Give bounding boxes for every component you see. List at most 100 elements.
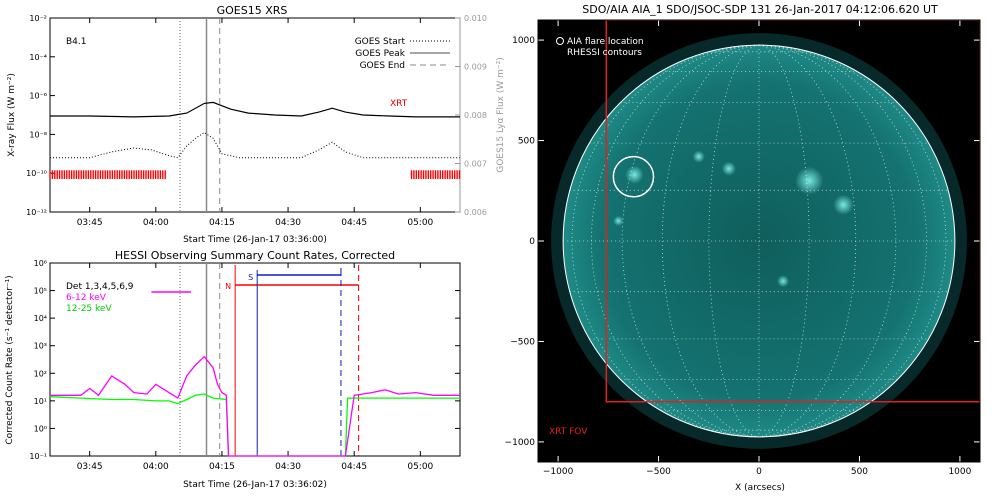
goes-y2-tick-label: 0.009	[464, 63, 487, 72]
hessi-night-label: N	[225, 282, 231, 291]
aia-image	[538, 20, 980, 462]
aia-solar-disk	[563, 45, 955, 437]
aia-y-tick-label: −1000	[505, 438, 536, 448]
aia-y-tick-label: 0	[529, 237, 535, 247]
goes-x-tick-label: 03:45	[77, 218, 103, 228]
aia-xlabel: X (arcsecs)	[735, 483, 785, 493]
hessi-x-tick-label: 04:30	[275, 462, 301, 472]
goes-y-tick-label: 10⁻¹⁰	[26, 169, 47, 178]
hessi-y-tick-label: 10¹	[34, 397, 47, 406]
goes-legend: GOES Start GOES Peak GOES End	[355, 37, 450, 71]
goes-xlabel: Start Time (26-Jan-17 03:36:00)	[183, 235, 327, 245]
aia-panel: SDO/AIA AIA_1 SDO/JSOC-SDP 131 26-Jan-20…	[505, 3, 981, 493]
hessi-y-tick-label: 10⁴	[34, 314, 47, 323]
aia-y-tick-label: 500	[518, 137, 535, 147]
aia-title: SDO/AIA AIA_1 SDO/JSOC-SDP 131 26-Jan-20…	[582, 3, 938, 16]
aia-active-region	[777, 275, 790, 288]
aia-x-tick-label: 0	[756, 467, 762, 477]
hessi-series-line	[49, 393, 460, 457]
hessi-xlabel: Start Time (26-Jan-17 03:36:02)	[183, 480, 327, 490]
hessi-ylabel: Corrected Count Rate (s⁻¹ detector⁻¹)	[5, 275, 15, 444]
goes-class-label: B4.1	[66, 37, 87, 47]
aia-grid-meridian	[758, 44, 927, 438]
hessi-y-tick-label: 10²	[34, 369, 47, 378]
goes-y2-tick-label: 0.007	[464, 160, 487, 169]
hessi-title: HESSI Observing Summary Count Rates, Cor…	[115, 249, 395, 262]
goes-series-line	[50, 101, 460, 118]
aia-legend: AIA flare location RHESSI contours	[556, 37, 644, 58]
hessi-legend-low: 6-12 keV	[66, 293, 107, 303]
aia-limb	[562, 44, 956, 438]
aia-flare-location-circle	[612, 155, 655, 198]
aia-x-tick-label: −500	[646, 467, 671, 477]
goes-y-tick-label: 10⁻⁶	[29, 92, 47, 101]
hessi-x-tick-label: 04:15	[209, 462, 235, 472]
goes-title: GOES15 XRS	[217, 4, 288, 17]
hessi-legend-det: Det 1,3,4,5,6,9	[66, 282, 134, 292]
goes-x-tick-label: 05:00	[407, 218, 433, 228]
aia-grid-meridian	[758, 44, 857, 438]
goes-series-line	[50, 131, 460, 159]
aia-grid-meridian	[571, 44, 760, 438]
aia-legend-circle-icon	[556, 37, 564, 45]
hessi-series-line	[50, 355, 460, 457]
hessi-y-tick-label: 10⁵	[34, 287, 47, 296]
hessi-legend-high: 12-25 keV	[66, 304, 112, 314]
goes-x-tick-label: 04:30	[275, 218, 301, 228]
aia-grid-meridian	[758, 44, 897, 438]
aia-grid-meridian	[758, 44, 947, 438]
aia-active-region	[625, 165, 644, 184]
hessi-y-tick-label: 10⁰	[34, 424, 47, 433]
goes-y2-tick-label: 0.008	[464, 111, 487, 120]
aia-x-tick-label: 500	[851, 467, 868, 477]
hessi-x-tick-label: 05:00	[407, 462, 433, 472]
goes-legend-start: GOES Start	[355, 37, 406, 47]
aia-legend-flare: AIA flare location	[567, 37, 644, 47]
goes-y2-tick-label: 0.006	[464, 208, 487, 217]
aia-grid	[563, 44, 955, 438]
aia-legend-rhessi: RHESSI contours	[567, 48, 642, 58]
goes-x-tick-label: 04:15	[209, 218, 235, 228]
hessi-x-tick-label: 04:45	[341, 462, 367, 472]
aia-image-area: −1000 −500 0 500 1000 1000 500 0 −500 −1000	[505, 20, 980, 477]
aia-grid-meridian	[621, 44, 760, 438]
goes-x-tick-label: 04:00	[143, 218, 169, 228]
aia-grid-meridian	[661, 44, 760, 438]
aia-active-region	[692, 150, 705, 163]
hessi-y-tick-label: 10⁶	[34, 259, 47, 268]
goes-y2label: GOES15 Lyα Flux (W m⁻²)	[496, 57, 506, 173]
goes-legend-end: GOES End	[360, 61, 405, 71]
aia-y-tick-label: 1000	[512, 36, 535, 46]
goes-plot-area: 03:45 04:00 04:15 04:30 04:45 05:00 10⁻² 10⁻⁴ 10…	[26, 14, 487, 228]
aia-active-region	[721, 161, 736, 176]
aia-x-tick-label: −1000	[543, 467, 574, 477]
aia-active-region	[795, 166, 824, 195]
goes-y-tick-label: 10⁻²	[29, 14, 47, 23]
aia-y-tick-label: −500	[510, 337, 535, 347]
goes-y-tick-label: 10⁻⁴	[29, 53, 47, 62]
aia-grid-meridian	[591, 44, 760, 438]
hessi-y-tick-label: 10³	[34, 342, 47, 351]
hessi-plot-area: 03:45 04:00 04:15 04:30 04:45 05:00 10⁶ 10⁵ 10⁴ 1…	[29, 259, 460, 472]
hessi-x-tick-label: 03:45	[77, 462, 103, 472]
aia-plot-frame	[537, 19, 981, 463]
goes-ylabel: X-ray Flux (W m⁻²)	[7, 73, 17, 157]
hessi-saa-label: S	[248, 273, 253, 282]
goes-x-tick-label: 04:45	[341, 218, 367, 228]
goes-plot-frame	[49, 17, 461, 213]
hessi-panel: HESSI Observing Summary Count Rates, Cor…	[5, 249, 461, 490]
goes-panel: GOES15 XRS 03:45 04:00 04:15 04:30 04:45 05:0…	[7, 4, 506, 245]
aia-xrt-fov-box	[605, 20, 980, 403]
aia-active-region	[833, 194, 854, 215]
goes-y-tick-label: 10⁻⁸	[29, 130, 47, 139]
goes-y2-tick-label: 0.010	[464, 14, 487, 23]
hessi-x-tick-label: 04:00	[143, 462, 169, 472]
aia-fov-label: XRT FOV	[549, 427, 588, 437]
goes-xrt-label: XRT	[390, 99, 408, 109]
goes-legend-peak: GOES Peak	[355, 49, 405, 59]
hessi-legend: Det 1,3,4,5,6,9 6-12 keV 12-25 keV	[66, 282, 134, 314]
goes-y-tick-label: 10⁻¹²	[26, 208, 47, 217]
aia-x-tick-label: 1000	[948, 467, 971, 477]
hessi-y-tick-label: 10⁻¹	[29, 452, 47, 461]
